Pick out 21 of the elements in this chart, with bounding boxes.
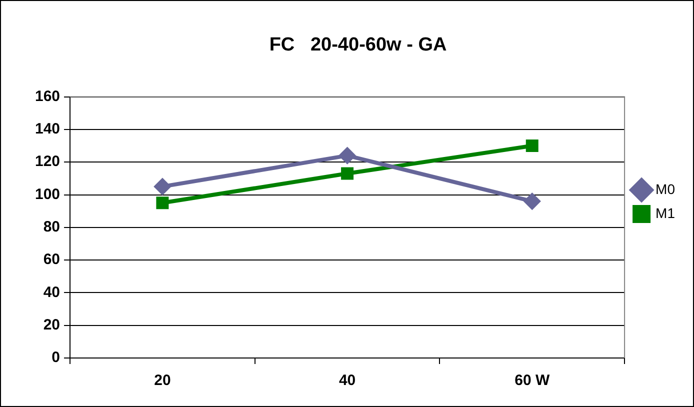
point (156, 196, 169, 210)
legend-label: M1 (656, 204, 676, 221)
y-tick-label: 0 (52, 349, 60, 366)
point (524, 193, 540, 210)
x-tick-label: 20 (154, 372, 171, 390)
point (341, 167, 354, 180)
legend-label: M0 (656, 180, 676, 197)
y-tick-label: 80 (43, 218, 60, 236)
point (154, 178, 170, 195)
point (526, 140, 538, 152)
y-tick-label: 140 (34, 120, 60, 138)
y-tick-label: 120 (34, 153, 60, 170)
y-tick-label: 160 (34, 88, 60, 105)
y-tick-label: 40 (43, 284, 60, 301)
y-tick-label: 60 (43, 251, 60, 268)
y-tick-label: 20 (43, 316, 60, 334)
chart-title: FC 20-40-60w - GA (269, 34, 447, 56)
y-tick-label: 100 (34, 186, 60, 203)
point (339, 148, 356, 164)
x-tick-label: 60 W (514, 372, 550, 390)
x-tick-label: 40 (338, 372, 356, 390)
